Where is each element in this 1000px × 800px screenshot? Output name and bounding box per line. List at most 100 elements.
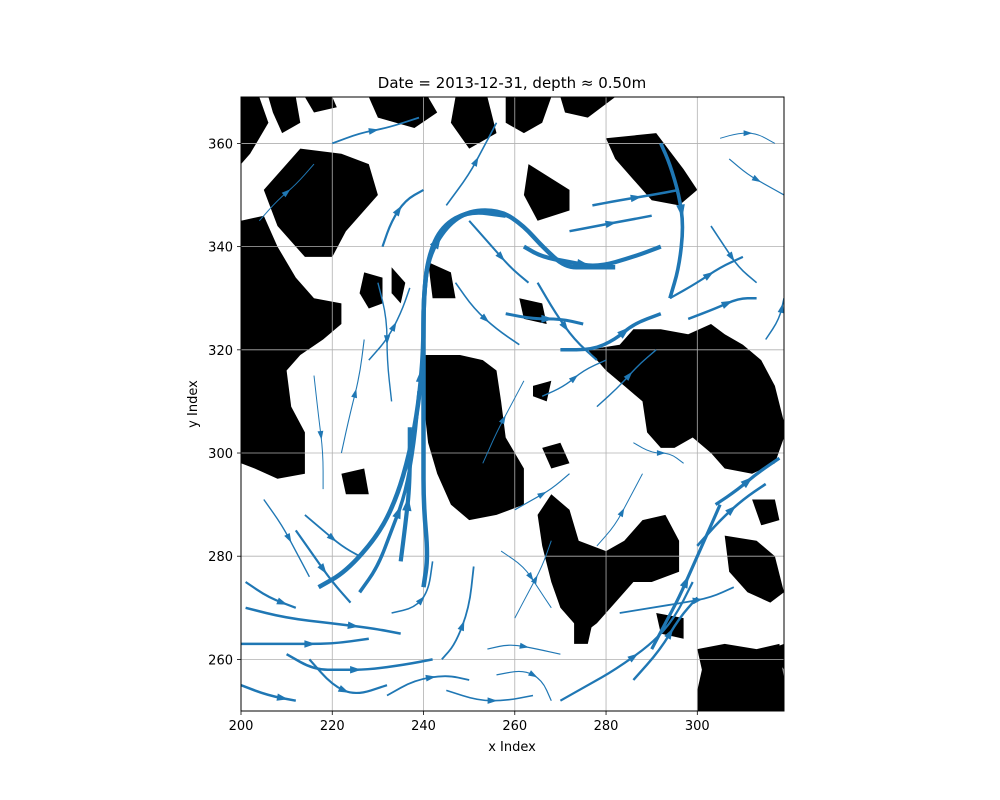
streamline [514, 473, 570, 511]
streamline [669, 255, 744, 300]
streamline-arrow [304, 640, 316, 648]
streamline [633, 442, 684, 464]
streamline [386, 675, 470, 697]
streamline-arrow [740, 476, 753, 489]
streamline [313, 375, 324, 490]
y-tick-label: 340 [208, 241, 233, 256]
streamline-arrow [692, 597, 703, 605]
streamline-arrow [392, 205, 402, 217]
streamline-arrow [351, 388, 357, 399]
land-region [423, 355, 524, 521]
streamline-arrow [471, 156, 479, 167]
streamline-arrow [425, 674, 436, 682]
streamline [245, 606, 401, 635]
streamline-arrow [568, 374, 579, 384]
streamline-arrow [457, 620, 465, 632]
streamline [285, 653, 433, 671]
land-region [697, 643, 784, 711]
streamline [331, 116, 420, 145]
streamline-arrow [537, 491, 547, 499]
streamline-arrow [415, 367, 426, 383]
streamline-arrow [679, 575, 689, 589]
y-tick-label: 280 [208, 550, 233, 565]
y-axis-label: y Index [186, 380, 201, 428]
streamline-arrow [317, 430, 324, 440]
streamline [294, 529, 352, 604]
streamline-arrow [284, 533, 292, 543]
land-region [263, 148, 378, 257]
streamline [391, 561, 434, 614]
streamline [500, 550, 552, 609]
streamlines [241, 116, 784, 704]
streamline-arrow [743, 130, 753, 137]
x-tick-label: 240 [411, 719, 436, 734]
streamline [468, 220, 530, 284]
streamline [258, 163, 315, 222]
streamline-arrow [519, 642, 529, 649]
streamline [445, 122, 498, 206]
land-mask [241, 97, 784, 711]
land-region [574, 613, 593, 644]
streamline-arrow [559, 320, 569, 332]
plot-frame [240, 96, 785, 712]
streamline-arrow [526, 572, 534, 581]
streamline-arrow [347, 621, 359, 629]
streamline [244, 581, 297, 609]
y-tick-label: 320 [208, 344, 233, 359]
land-region [450, 97, 497, 149]
land-region [587, 324, 784, 474]
streamline [569, 214, 652, 233]
streamline-arrow [630, 194, 642, 203]
streamline-arrow [479, 313, 490, 323]
streamline [304, 514, 361, 557]
streamline-arrow [726, 251, 735, 262]
land-region [560, 97, 616, 118]
streamline-arrow [777, 303, 784, 314]
streamline-arrow [751, 174, 761, 183]
land-region [241, 97, 269, 165]
y-tick-label: 360 [208, 137, 233, 152]
streamline [719, 132, 776, 144]
streamline [496, 670, 552, 701]
land-region [428, 262, 456, 299]
land-region [505, 97, 552, 134]
streamline [728, 158, 784, 196]
streamline-arrow [389, 321, 397, 332]
streamline [377, 282, 393, 402]
streamline-arrow [617, 508, 625, 518]
streamline-arrow [617, 327, 630, 339]
streamline [446, 689, 534, 702]
streamline-arrow [495, 251, 505, 262]
streamline [454, 282, 520, 346]
streamline [596, 349, 657, 408]
land-region [523, 164, 570, 221]
streamline [381, 188, 425, 247]
streamline-arrow [281, 189, 291, 198]
land-region [341, 468, 369, 495]
land-region [537, 494, 680, 634]
streamline [659, 142, 685, 299]
x-tick-label: 260 [502, 719, 527, 734]
land-region [368, 97, 438, 128]
streamline-arrow [656, 450, 666, 456]
streamline-arrow [627, 653, 639, 663]
land-region [533, 380, 552, 402]
streamline-arrow [623, 371, 633, 381]
streamline-arrow [664, 628, 674, 640]
streamline [536, 282, 598, 361]
x-axis-label: x Index [488, 740, 536, 755]
x-tick-label: 280 [594, 719, 619, 734]
streamline-arrow [368, 128, 379, 135]
plot-area [240, 96, 785, 712]
streamline [619, 586, 735, 614]
land-region [542, 442, 570, 469]
land-region [606, 133, 698, 206]
streamline-arrow [276, 693, 289, 701]
streamline [696, 482, 767, 547]
streamline-arrow [541, 314, 554, 323]
land-region [391, 267, 406, 304]
streamline-arrow [317, 563, 327, 574]
streamline [592, 188, 680, 207]
land-region [304, 97, 337, 113]
